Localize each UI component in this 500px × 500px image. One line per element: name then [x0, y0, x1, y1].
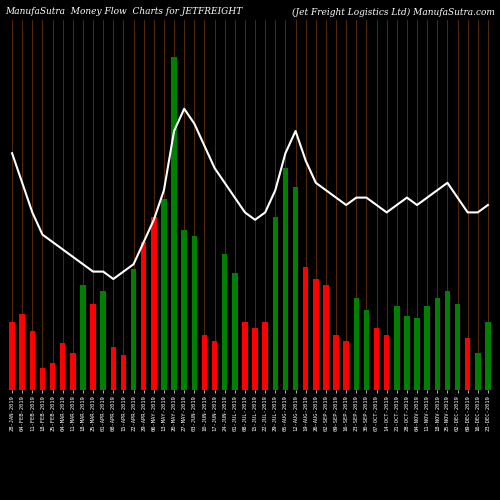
Bar: [262, 322, 268, 390]
Bar: [424, 306, 430, 390]
Bar: [414, 318, 420, 390]
Bar: [455, 304, 460, 390]
Bar: [303, 266, 308, 390]
Bar: [313, 279, 318, 390]
Bar: [252, 328, 258, 390]
Bar: [282, 168, 288, 390]
Bar: [344, 340, 349, 390]
Bar: [212, 340, 218, 390]
Bar: [151, 218, 156, 390]
Bar: [465, 338, 470, 390]
Bar: [485, 322, 490, 390]
Bar: [202, 334, 207, 390]
Bar: [182, 230, 187, 390]
Bar: [20, 314, 25, 390]
Bar: [434, 298, 440, 390]
Bar: [161, 199, 166, 390]
Bar: [80, 285, 86, 390]
Bar: [50, 363, 56, 390]
Text: ManufaSutra  Money Flow  Charts for JETFREIGHT: ManufaSutra Money Flow Charts for JETFRE…: [5, 8, 242, 16]
Bar: [404, 316, 409, 390]
Bar: [110, 347, 116, 390]
Bar: [222, 254, 228, 390]
Bar: [242, 322, 248, 390]
Bar: [90, 304, 96, 390]
Bar: [100, 292, 106, 390]
Bar: [30, 331, 35, 390]
Bar: [394, 306, 400, 390]
Text: (Jet Freight Logistics Ltd) ManufaSutra.com: (Jet Freight Logistics Ltd) ManufaSutra.…: [292, 8, 495, 16]
Bar: [475, 353, 480, 390]
Bar: [192, 236, 197, 390]
Bar: [141, 242, 146, 390]
Bar: [131, 269, 136, 390]
Bar: [384, 334, 390, 390]
Bar: [293, 186, 298, 390]
Bar: [172, 57, 177, 390]
Bar: [60, 343, 66, 390]
Bar: [323, 285, 328, 390]
Bar: [40, 368, 45, 390]
Bar: [70, 353, 75, 390]
Bar: [272, 218, 278, 390]
Bar: [444, 292, 450, 390]
Bar: [10, 322, 15, 390]
Bar: [354, 298, 359, 390]
Bar: [232, 273, 237, 390]
Bar: [120, 356, 126, 390]
Bar: [374, 328, 380, 390]
Bar: [334, 334, 339, 390]
Bar: [364, 310, 369, 390]
